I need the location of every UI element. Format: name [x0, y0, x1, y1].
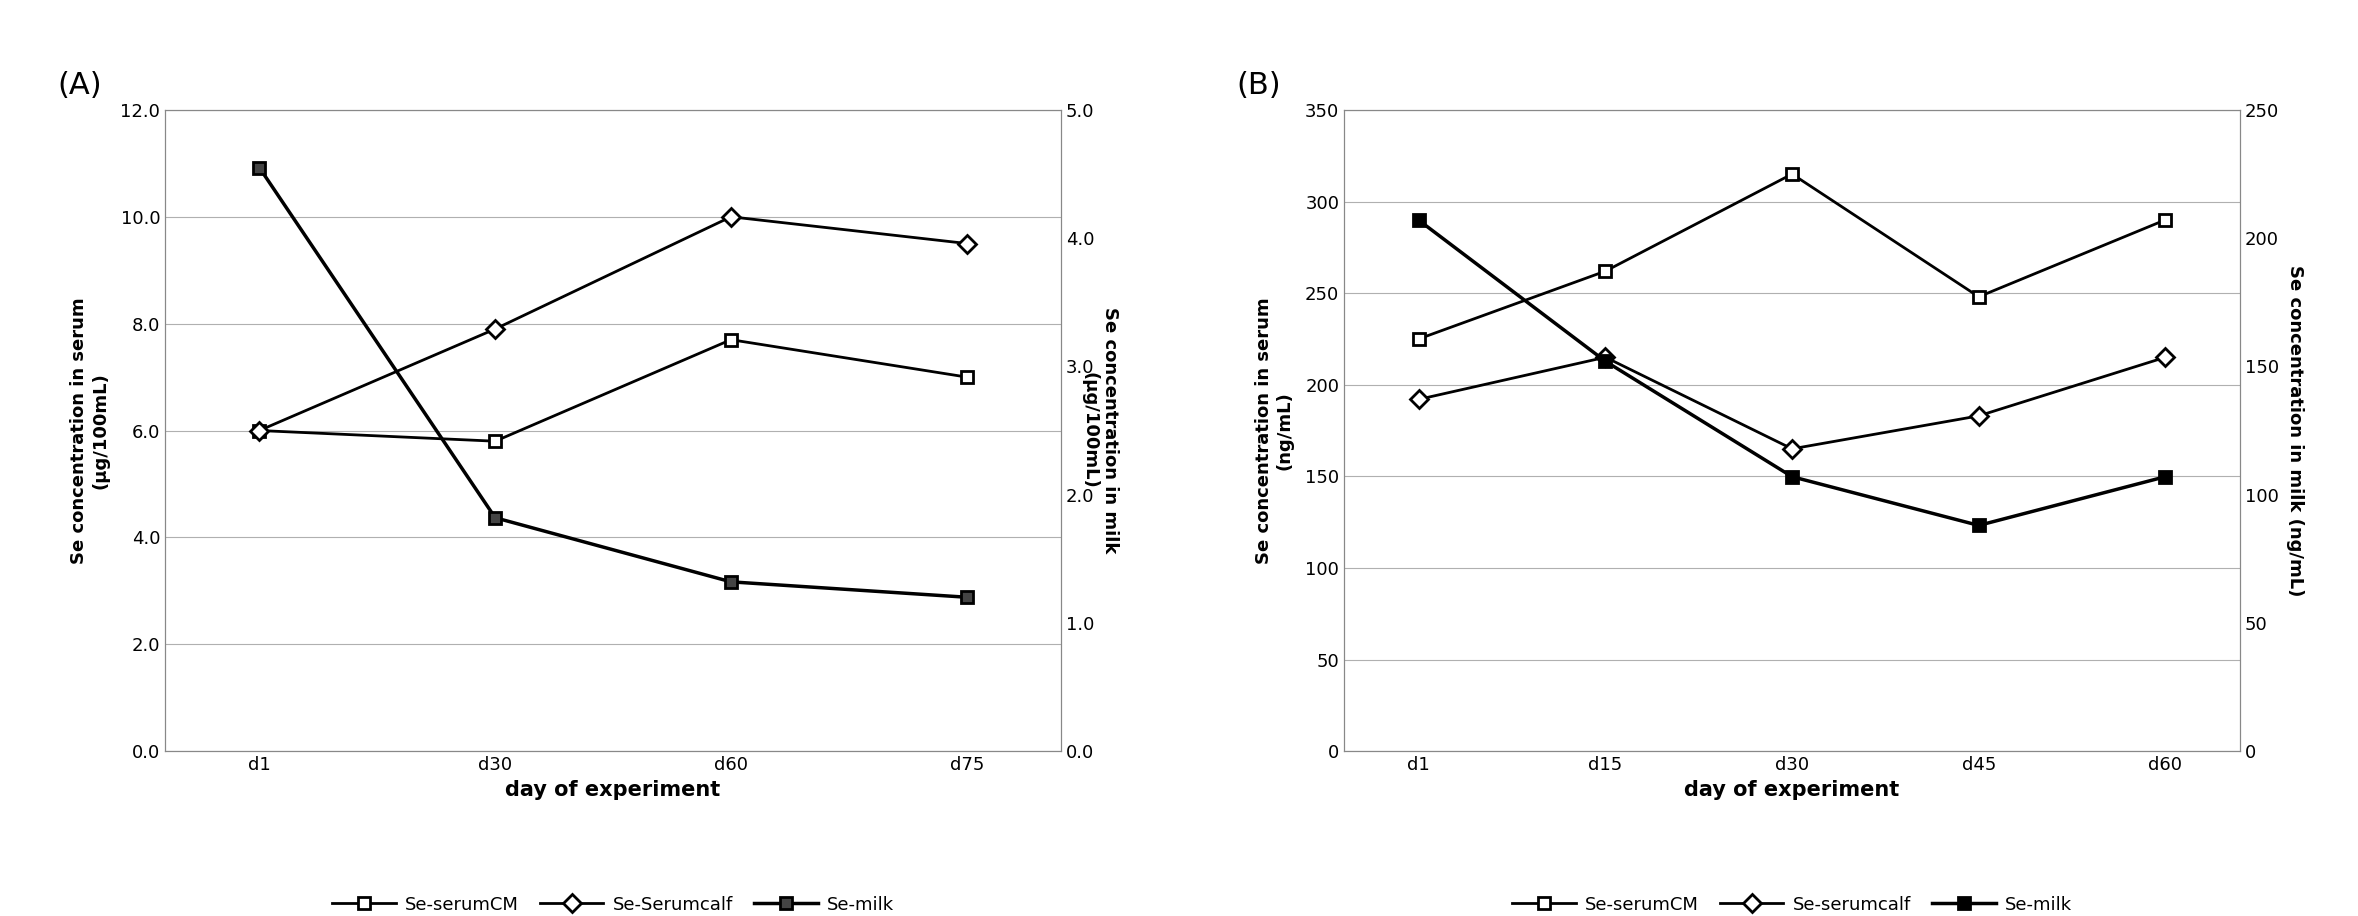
Y-axis label: Se concentration in milk
(µg/100mL): Se concentration in milk (µg/100mL) — [1080, 308, 1120, 553]
Se-Serumcalf — [717, 212, 745, 223]
Text: (B): (B) — [1236, 71, 1280, 101]
Se-serumCM — [2150, 214, 2179, 225]
Se-Serumcalf — [245, 425, 274, 436]
Se-serumCM — [1592, 266, 1620, 277]
Se-milk — [2150, 471, 2179, 482]
Se-milk — [1592, 355, 1620, 366]
Se-milk — [1778, 471, 1806, 482]
Se-serumcalf — [1405, 394, 1434, 405]
Se-serumCM — [481, 436, 509, 447]
Line: Se-milk: Se-milk — [1412, 214, 2172, 531]
Se-Serumcalf — [953, 238, 981, 249]
Line: Se-serumCM: Se-serumCM — [252, 333, 974, 447]
Se-serumCM — [1778, 169, 1806, 180]
Se-serumCM — [1964, 291, 1993, 302]
Se-serumcalf — [1592, 352, 1620, 363]
Text: (A): (A) — [57, 71, 101, 101]
Se-serumCM — [717, 334, 745, 345]
X-axis label: day of experiment: day of experiment — [1684, 780, 1901, 800]
Se-milk — [245, 162, 274, 173]
Se-serumcalf — [1964, 410, 1993, 421]
Line: Se-milk: Se-milk — [252, 161, 974, 604]
Y-axis label: Se concentration in serum
(ng/mL): Se concentration in serum (ng/mL) — [1254, 297, 1295, 564]
Se-serumCM — [953, 372, 981, 383]
Se-serumCM — [245, 425, 274, 436]
Se-milk — [1964, 520, 1993, 531]
Se-serumcalf — [1778, 443, 1806, 454]
Legend: Se-serumCM, Se-serumcalf, Se-milk: Se-serumCM, Se-serumcalf, Se-milk — [1504, 889, 2080, 916]
X-axis label: day of experiment: day of experiment — [505, 780, 722, 800]
Line: Se-serumcalf: Se-serumcalf — [1412, 351, 2172, 455]
Line: Se-serumCM: Se-serumCM — [1412, 168, 2172, 345]
Line: Se-Serumcalf: Se-Serumcalf — [252, 211, 974, 437]
Se-Serumcalf — [481, 323, 509, 334]
Se-milk — [1405, 214, 1434, 225]
Legend: Se-serumCM, Se-Serumcalf, Se-milk: Se-serumCM, Se-Serumcalf, Se-milk — [325, 889, 901, 916]
Se-milk — [717, 576, 745, 587]
Se-milk — [953, 592, 981, 603]
Se-milk — [481, 512, 509, 523]
Y-axis label: Se concentration in serum
(µg/100mL): Se concentration in serum (µg/100mL) — [71, 297, 108, 564]
Se-serumcalf — [2150, 352, 2179, 363]
Y-axis label: Se concentration in milk (ng/mL): Se concentration in milk (ng/mL) — [2287, 265, 2304, 596]
Se-serumCM — [1405, 333, 1434, 344]
